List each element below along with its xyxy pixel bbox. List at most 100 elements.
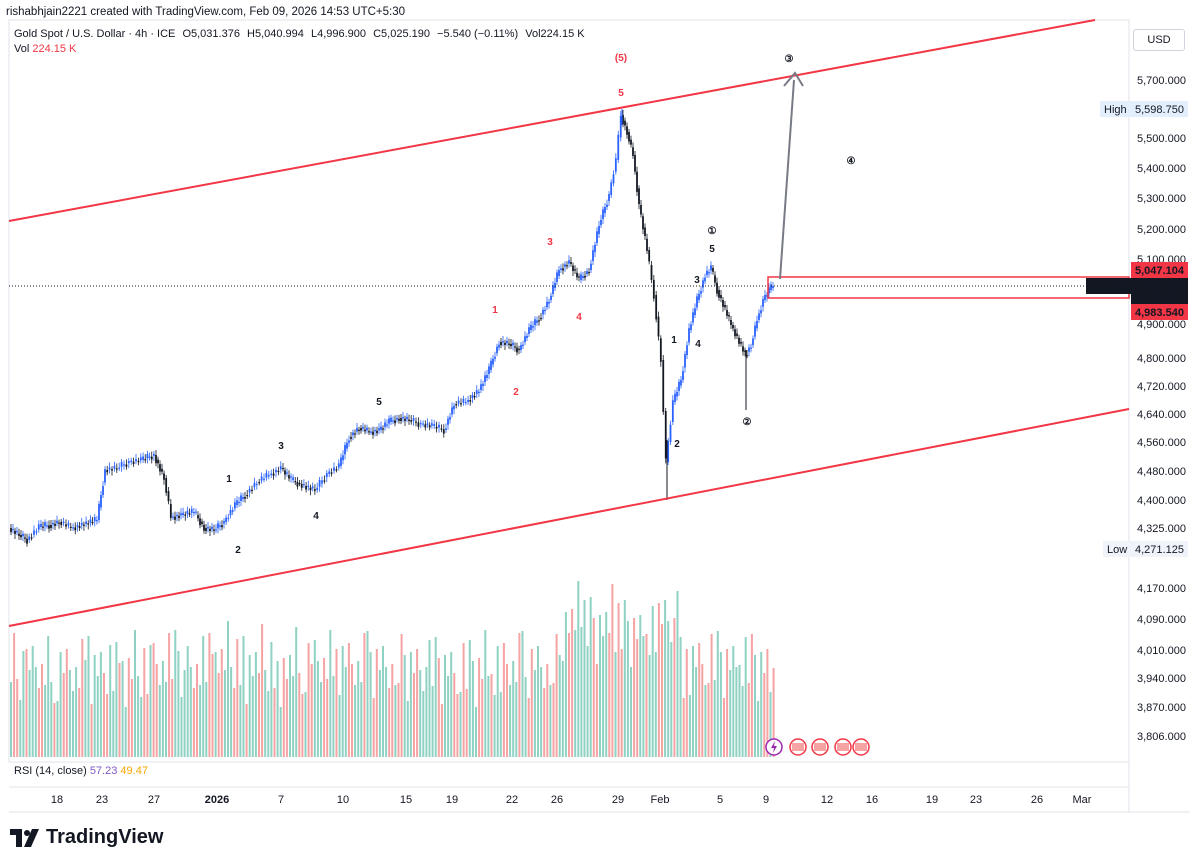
flag-stripes-icon [814, 743, 826, 751]
candle-body [524, 336, 526, 342]
volume-bar [468, 640, 471, 757]
candle-body [52, 522, 54, 525]
candle-body [652, 280, 655, 299]
volume-bar [258, 673, 260, 757]
candle-body [263, 478, 265, 480]
candle-body [37, 524, 40, 530]
candle-body [530, 324, 532, 330]
lower-channel-line[interactable] [8, 408, 1130, 627]
volume-bar [140, 697, 143, 757]
candle-body [87, 523, 90, 525]
volume-bar [10, 682, 12, 757]
candle-body [574, 269, 576, 271]
tradingview-logo[interactable]: TradingView [10, 826, 163, 849]
candle-body [328, 471, 331, 474]
time-axis[interactable]: 18 23 27 2026 7 10 15 19 22 26 29 Feb 5 9 12 16 19 23 26 Ma… [51, 794, 1092, 806]
candle-body [600, 219, 602, 225]
volume-bar [155, 664, 158, 757]
volume-bar [496, 646, 499, 757]
volume-bar [695, 667, 698, 757]
volume-bar [96, 676, 99, 757]
volume-bar [93, 655, 96, 757]
candle-body [671, 400, 674, 422]
volume-bar [586, 646, 589, 757]
volume-bar [310, 664, 313, 757]
flag-stripes-icon [792, 743, 804, 751]
volume-bar [620, 649, 623, 757]
volume-legend-value: 224.15 K [32, 43, 77, 55]
volume-bar [673, 618, 676, 757]
volume-bar [298, 673, 301, 757]
volume-bar [409, 652, 412, 757]
candle-body [142, 456, 144, 460]
currency-selector[interactable]: USD [1133, 29, 1185, 51]
volume-bar [645, 634, 648, 757]
volume-bar [109, 645, 112, 757]
candle-body [335, 469, 338, 471]
volume-bar [165, 682, 167, 757]
candle-body [78, 526, 81, 529]
candle-body [532, 326, 534, 328]
candle-body [738, 337, 740, 344]
candle-body [311, 486, 314, 489]
volume-bar [533, 670, 536, 757]
price-tick-label: 4,400.000 [1137, 495, 1186, 507]
candle-body [424, 424, 427, 428]
volume-bar [685, 649, 688, 757]
price-tick-label: 4,800.000 [1137, 353, 1186, 365]
upper-channel-line[interactable] [8, 19, 1096, 222]
volume-bar [347, 643, 350, 757]
price-axis[interactable]: 5,700.0005,600.0005,500.0005,400.0005,30… [1137, 75, 1186, 743]
event-icons[interactable] [765, 738, 870, 756]
projection-arrow-line[interactable] [779, 79, 795, 280]
wave-label: ② [743, 417, 752, 428]
volume-bar [651, 606, 654, 757]
candle-body [12, 529, 14, 531]
volume-legend[interactable]: Vol 224.15 K [14, 43, 76, 55]
volume-bar [118, 663, 121, 757]
time-tick-label: 9 [763, 794, 769, 806]
rsi-legend[interactable]: RSI (14, close) 57.23 49.47 [14, 765, 148, 777]
wave-labels: (5) 5 3 1 4 2 1 2 3 4 5 1 2 3 4 5 ① ② ③ ④ [226, 53, 855, 556]
time-tick-label: 12 [821, 794, 833, 806]
candle-body [590, 263, 592, 270]
candle-body [686, 345, 688, 355]
candle-body [139, 457, 142, 461]
volume-bar [292, 676, 295, 757]
symbol-legend[interactable]: Gold Spot / U.S. Dollar · 4h · ICE O5,03… [14, 28, 589, 40]
candle-body [626, 126, 628, 135]
wave-label: 3 [547, 237, 553, 248]
time-tick-label: 19 [446, 794, 458, 806]
candle-body [382, 428, 384, 430]
volume-bar [574, 630, 577, 757]
volume-bar [626, 621, 629, 757]
candle-body [98, 503, 100, 520]
volume-bar [518, 633, 521, 757]
candle-body [292, 477, 294, 480]
candle-body [632, 147, 634, 156]
candle-body [384, 422, 386, 427]
open-value: O5,031.376 [182, 28, 240, 40]
price-badge: 01:36:52 [1131, 289, 1188, 305]
candle-body [638, 188, 640, 205]
candle-body [167, 491, 170, 502]
volume-bar [304, 692, 307, 757]
candle-body [120, 462, 123, 467]
volume-bar [540, 667, 543, 757]
wave-label: 4 [695, 339, 701, 350]
volume-bar [196, 664, 198, 757]
price-tick-label: 5,400.000 [1137, 163, 1186, 175]
volume-bar [611, 584, 614, 757]
candle-body [104, 469, 106, 483]
candle-body [356, 428, 358, 432]
candle-body [648, 250, 651, 262]
candle-body [714, 275, 716, 283]
candle-body [42, 526, 44, 528]
target-range-box[interactable] [767, 276, 1130, 299]
volume-bar [211, 654, 214, 757]
candle-body [54, 523, 56, 526]
volume-bar [326, 679, 329, 757]
volume-bar [137, 676, 140, 757]
candle-body [482, 383, 484, 386]
